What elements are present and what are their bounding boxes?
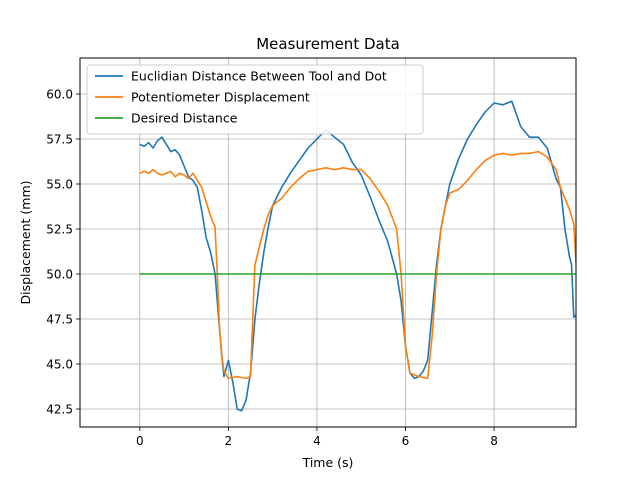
x-tick-label: 0 [136,434,144,448]
x-tick-label: 6 [402,434,410,448]
x-tick-label: 4 [313,434,321,448]
x-tick-label: 8 [490,434,498,448]
y-tick-label: 57.5 [46,133,73,147]
y-axis-label: Displacement (mm) [18,180,33,304]
y-tick-label: 50.0 [46,268,73,282]
y-tick-label: 60.0 [46,88,73,102]
y-tick-label: 55.0 [46,178,73,192]
x-tick-label: 2 [225,434,233,448]
axis-ticks: 0 2 4 6 8 42.5 45.0 47.5 50.0 52.5 55.0 57.5 60.0 [46,88,498,449]
y-tick-label: 47.5 [46,313,73,327]
plot-frame [79,57,577,428]
legend-entry-2: Potentiometer Displacement [131,90,310,105]
chart-title: Measurement Data [256,35,400,53]
x-axis-label: Time (s) [302,455,354,470]
y-tick-label: 45.0 [46,358,73,372]
legend-entry-3: Desired Distance [131,111,238,126]
y-tick-label: 42.5 [46,403,73,417]
y-tick-label: 52.5 [46,223,73,237]
series-line-2 [139,150,576,380]
legend: Euclidian Distance Between Tool and Dot P… [86,64,424,135]
legend-box [86,64,424,135]
legend-entry-1: Euclidian Distance Between Tool and Dot [131,69,387,84]
